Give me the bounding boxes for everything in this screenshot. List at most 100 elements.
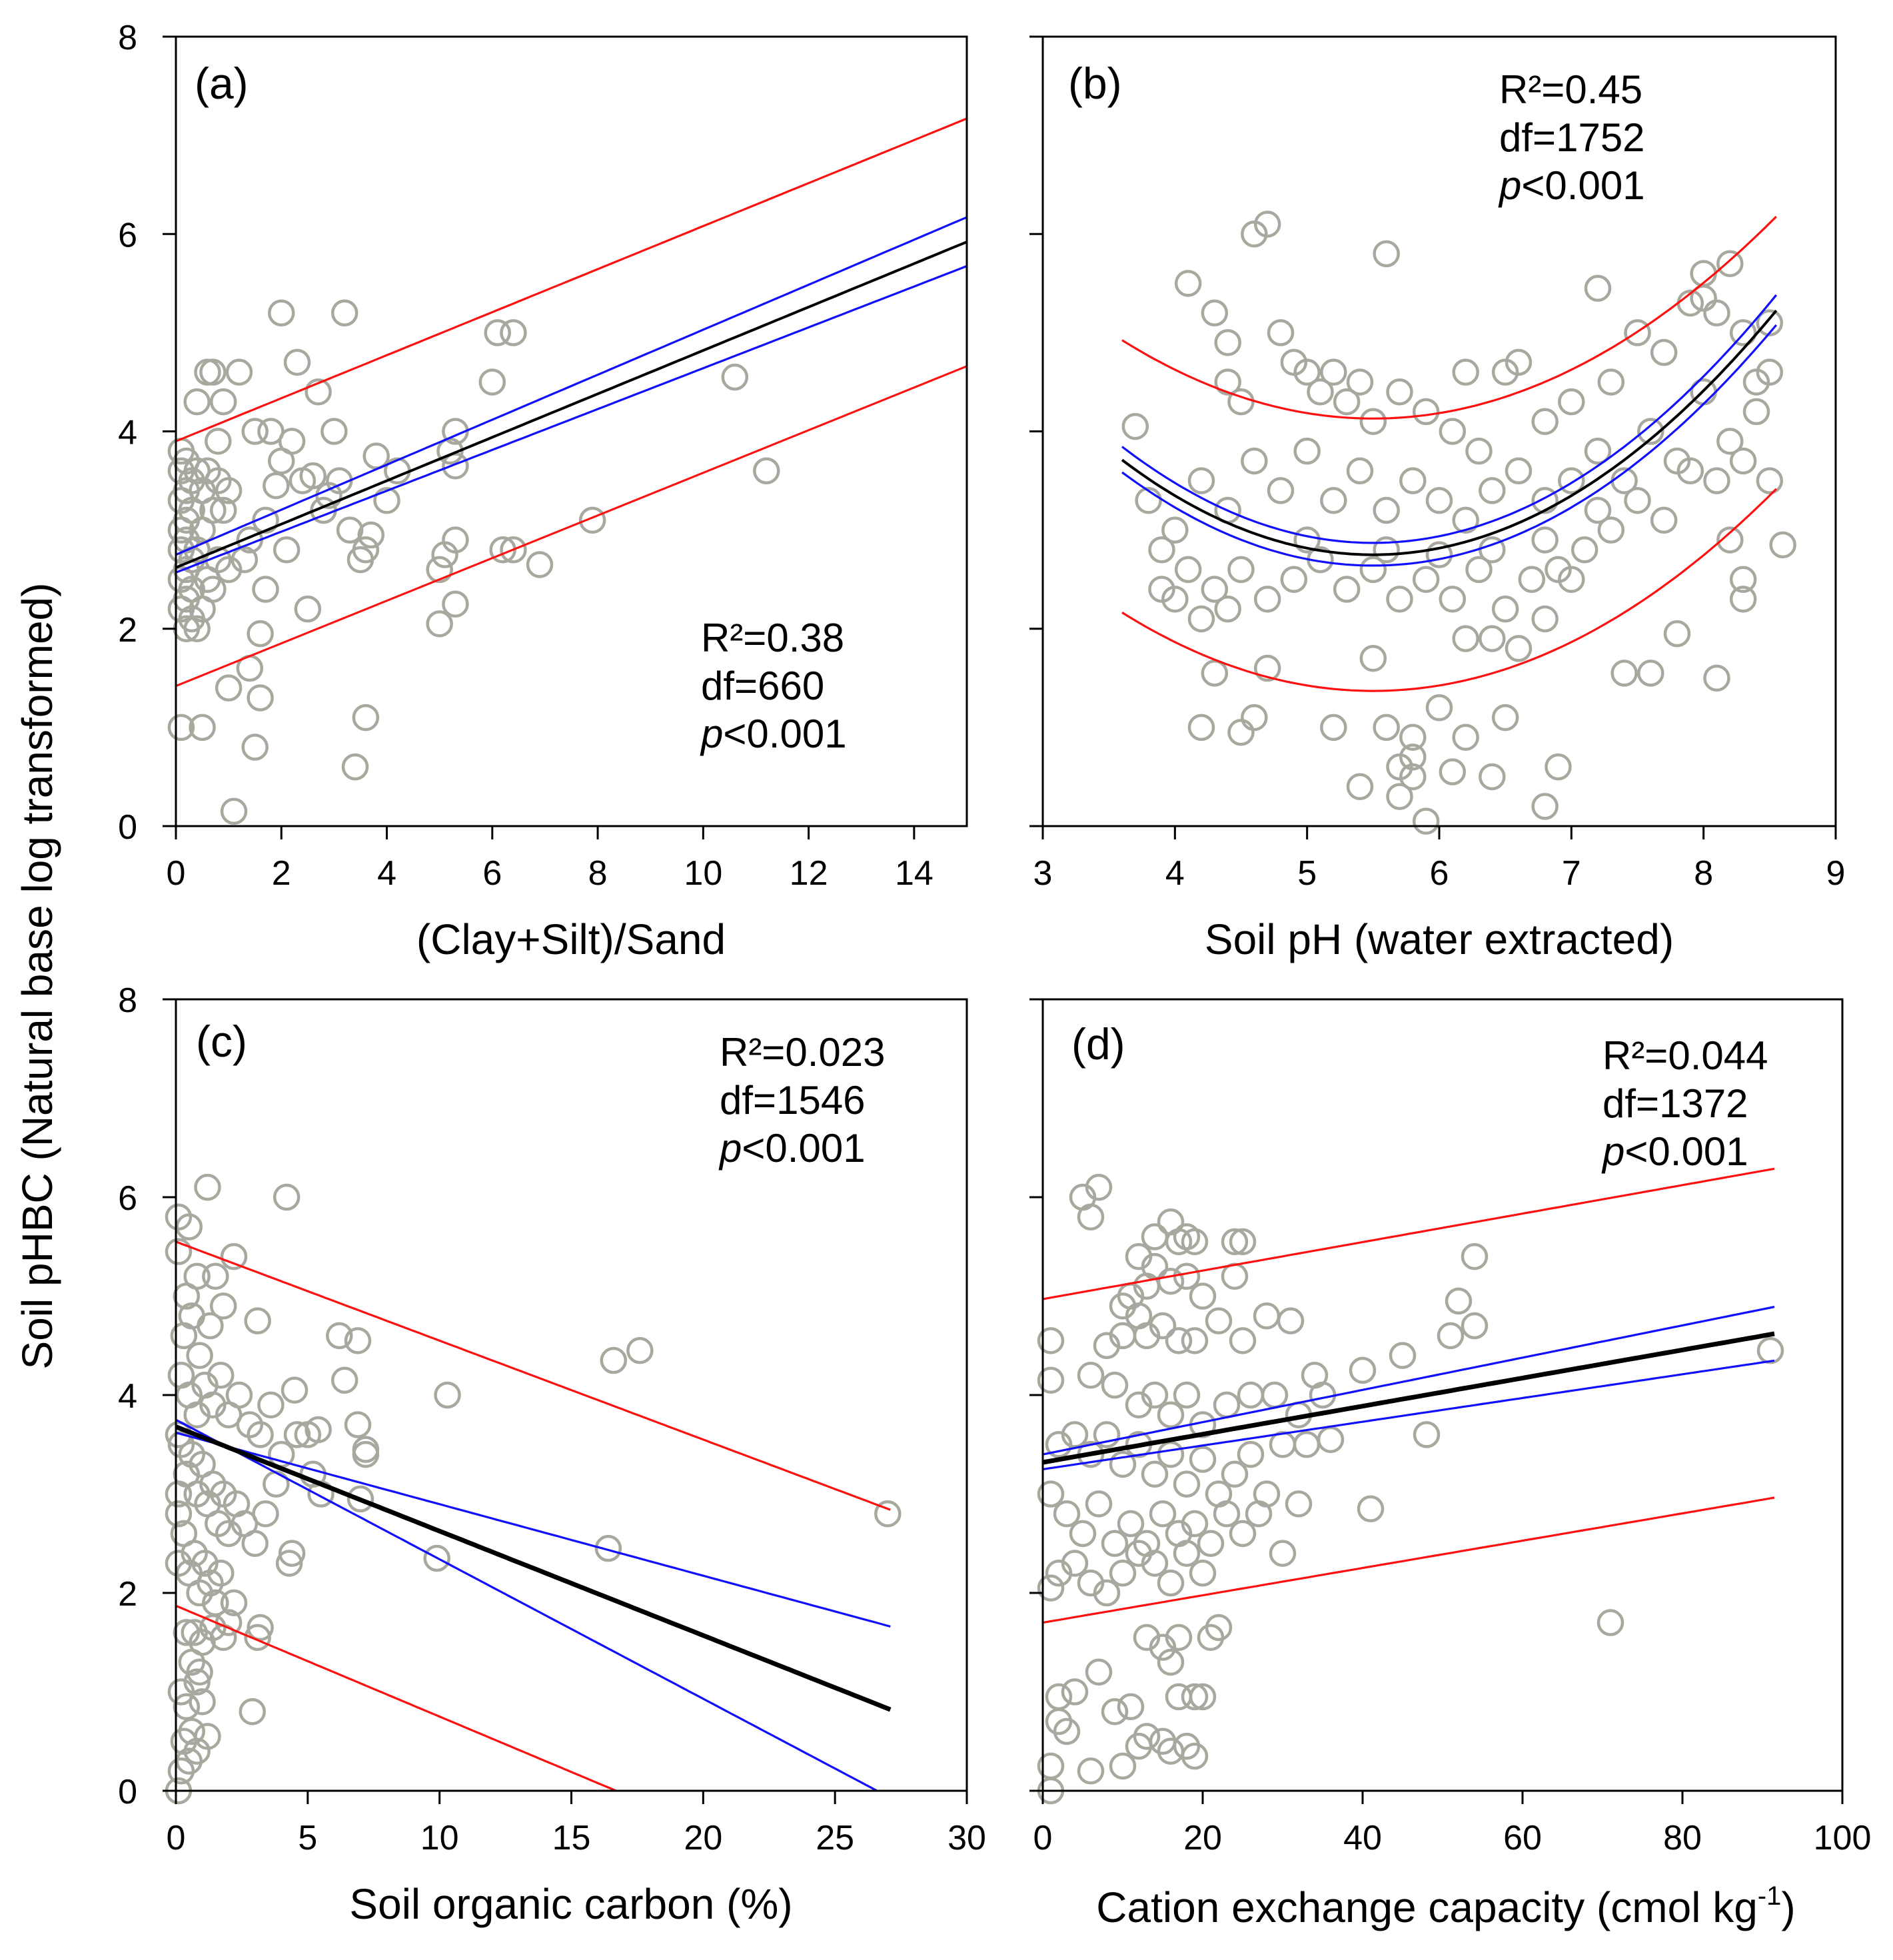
- panel-a-r-squared: R²=0.38: [701, 616, 844, 660]
- panel-a-data-point: [189, 714, 216, 741]
- panel-c-data-point: [257, 1391, 285, 1419]
- panel-d-data-point: [1157, 1401, 1185, 1428]
- panel-c-y-tick-label: 8: [118, 981, 137, 1020]
- panel-d-p-value: p<0.001: [1601, 1129, 1748, 1174]
- panel-b-data-point: [1452, 625, 1479, 652]
- panel-b-data-point: [1452, 358, 1479, 386]
- panel-d-data-point: [1085, 1173, 1113, 1201]
- panel-d-data-point: [1197, 1530, 1225, 1557]
- panel-b-data-point: [1227, 556, 1255, 584]
- panel-c-data-point: [344, 1411, 372, 1438]
- panel-c-regression-line: [175, 1424, 892, 1712]
- panel-b-data-point: [1465, 437, 1493, 465]
- panel-a-data-point: [225, 358, 253, 386]
- panel-a-data-point: [209, 388, 237, 416]
- panel-d-data-point: [1053, 1500, 1081, 1528]
- panel-a-y-tick-label: 6: [118, 216, 137, 254]
- panel-b-data-point: [1479, 625, 1506, 652]
- panel-b-data-point: [1293, 526, 1321, 554]
- panel-c-data-point: [165, 1550, 193, 1577]
- panel-b-data-point: [1558, 467, 1585, 494]
- panel-a-x-tick-label: 12: [790, 854, 828, 893]
- panel-a-y-tick-label: 2: [118, 611, 137, 650]
- panel-b-data-point: [1505, 635, 1533, 662]
- panel-c-data-point: [283, 1421, 311, 1448]
- panel-c-data-point: [346, 1485, 374, 1513]
- panel-d-data-point: [1229, 1228, 1257, 1256]
- panel-c-p-value: p<0.001: [718, 1126, 866, 1171]
- panel-c-x-axis-label: Soil organic carbon (%): [349, 1880, 792, 1928]
- panel-d-data-point: [1101, 1530, 1129, 1557]
- panel-b-data-point: [1531, 408, 1559, 435]
- panel-d-data-point: [1213, 1500, 1241, 1528]
- panel-d-data-point: [1189, 1446, 1217, 1473]
- panel-d-data-point: [1205, 1614, 1233, 1642]
- panel-c-data-point: [225, 1381, 253, 1409]
- panel-b-data-point: [1439, 586, 1467, 613]
- panel-a-data-point: [305, 378, 332, 406]
- panel-c-data-point: [186, 1658, 213, 1686]
- panel-d-data-point: [1157, 1440, 1185, 1468]
- panel-b-data-point: [1346, 773, 1374, 800]
- panel-a: 0 2 4 6 8 10 12 14 0 2 4 6 8 (a) (Clay+Silt)/Sand R…: [118, 19, 968, 963]
- panel-a-data-point: [373, 486, 400, 514]
- panel-d-data-point: [1309, 1381, 1337, 1409]
- panel-c-data-point: [278, 1540, 306, 1567]
- panel-c-y-tick-label: 2: [118, 1575, 137, 1614]
- panel-b-data-point: [1412, 807, 1440, 835]
- panel-a-data-point: [357, 521, 385, 549]
- panel-a-data-point: [721, 363, 749, 391]
- panel-a-data-point: [167, 714, 195, 741]
- panel-c-data-point: [165, 1238, 193, 1265]
- panel-c-prediction-band-upper: [175, 1240, 891, 1511]
- panel-b-data-point: [1187, 714, 1215, 741]
- panel-d-data-point: [1085, 1658, 1113, 1686]
- panel-d-data-point: [1173, 1470, 1201, 1498]
- panel-b-data-point: [1241, 447, 1268, 475]
- panel-d-data-point: [1285, 1490, 1313, 1518]
- panel-b-prediction-band-lower: [1121, 488, 1777, 692]
- panel-b-data-point: [1690, 284, 1717, 312]
- panel-b-data-point: [1267, 477, 1295, 504]
- panel-c-x-tick-label: 30: [947, 1819, 986, 1857]
- panel-b-data-point: [1253, 586, 1281, 613]
- panel-b-x-tick-label: 4: [1165, 854, 1185, 893]
- panel-a-data-point: [352, 704, 380, 732]
- panel-d-y-ticks: [1029, 998, 1043, 1792]
- panel-b-data-point: [1558, 566, 1585, 593]
- panel-c-data-point: [173, 1693, 201, 1721]
- panel-b-data-point: [1439, 418, 1467, 445]
- panel-b-data-point: [1479, 477, 1506, 504]
- panel-c-data-point: [197, 1312, 224, 1340]
- panel-b-data-point: [1716, 428, 1744, 455]
- panel-b-data-point: [1729, 447, 1757, 475]
- panel-b-data-point: [1267, 319, 1295, 346]
- panel-b-data-point: [1479, 763, 1506, 791]
- panel-c-x-tick-label: 0: [167, 1819, 186, 1857]
- panel-b-data-point: [1624, 486, 1651, 514]
- panel-b-data-point: [1227, 719, 1255, 746]
- panel-b-data-point: [1769, 531, 1796, 559]
- panel-a-data-point: [294, 595, 322, 623]
- panel-c-data-point: [165, 1480, 193, 1508]
- panel-d-data-point: [1221, 1460, 1249, 1488]
- panel-d-data-point: [1037, 1327, 1065, 1354]
- panel-a-data-point: [526, 551, 554, 578]
- panel-c-data-point: [183, 1262, 211, 1290]
- panel-b-data-point: [1359, 644, 1387, 672]
- panel-b-data-point: [1425, 694, 1453, 722]
- panel-a-p-value: p<0.001: [700, 712, 847, 756]
- panel-a-data-point: [320, 418, 348, 445]
- panel-b-data-point: [1148, 576, 1175, 603]
- panel-c-data-point: [175, 1213, 203, 1240]
- panel-b-data-point: [1412, 566, 1440, 593]
- panel-d-data-point: [1037, 1366, 1065, 1394]
- panel-c-data-point: [252, 1500, 279, 1528]
- panel-d-data-point: [1141, 1460, 1169, 1488]
- panel-d-data-point: [1061, 1421, 1089, 1448]
- shared-y-axis-label: Soil pHBC (Natural base log transformed): [13, 583, 61, 1370]
- panel-b-data-point: [1187, 467, 1215, 494]
- panel-b-data-point: [1729, 586, 1757, 613]
- panel-d-data-point: [1253, 1302, 1281, 1330]
- panel-d-data-point: [1221, 1262, 1249, 1290]
